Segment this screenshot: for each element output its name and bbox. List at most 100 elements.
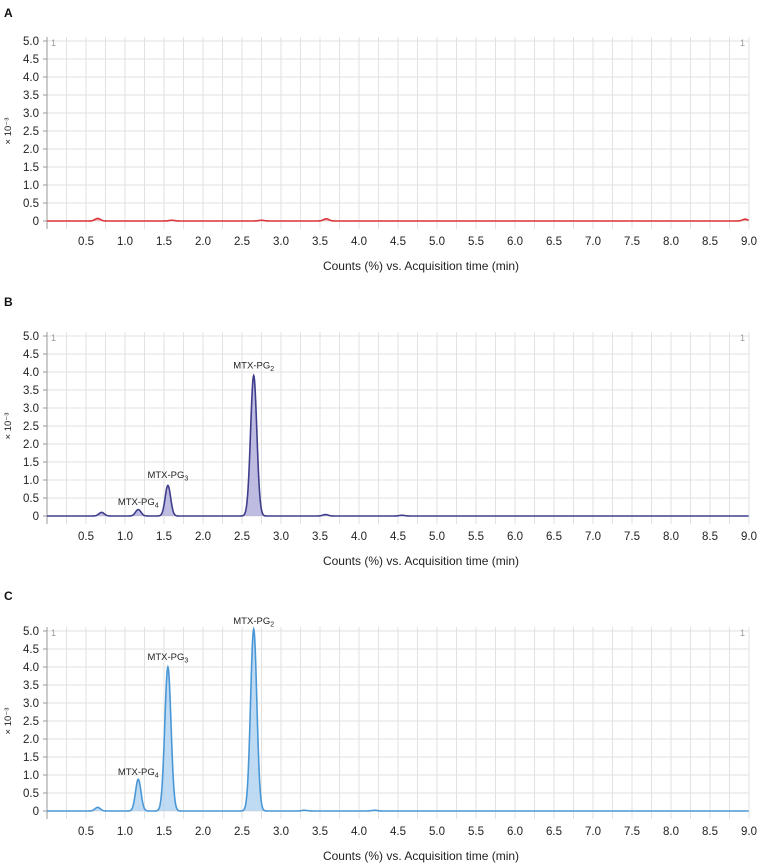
x-axis-label: Counts (%) vs. Acquisition time (min) — [323, 259, 519, 273]
y-tick-label: 2.5 — [23, 716, 39, 728]
y-tick-label: 3.0 — [23, 403, 39, 415]
y-tick-label: 1.0 — [23, 180, 39, 192]
y-axis-label: × 10⁻³ — [3, 118, 14, 145]
x-tick-label: 2.5 — [234, 531, 250, 543]
panel-a: A 0 0.5 1.0 1.5 2.0 2.5 3.0 3.5 4.0 4.5 5.0 0.5 1.0 1.… — [3, 6, 757, 273]
y-tick-label: 2.0 — [23, 734, 39, 746]
x-tick-label: 1.0 — [117, 236, 133, 248]
x-tick-label: 8.5 — [702, 826, 718, 838]
x-tick-label: 9.0 — [741, 531, 757, 543]
x-tick-label: 5.0 — [429, 531, 445, 543]
x-tick-label: 5.5 — [468, 236, 484, 248]
y-tick-label: 4.5 — [23, 644, 39, 656]
y-tick-label: 2.5 — [23, 126, 39, 138]
x-tick-label: 7.0 — [585, 826, 601, 838]
corner-marker-right: 1 — [740, 628, 745, 638]
x-tick-label: 7.0 — [585, 531, 601, 543]
x-tick-label: 4.0 — [351, 531, 367, 543]
x-tick-label: 4.5 — [390, 236, 406, 248]
trace-line — [47, 217, 749, 222]
y-tick-label: 0 — [33, 806, 39, 818]
x-tick-label: 5.5 — [468, 531, 484, 543]
corner-marker-left: 1 — [51, 38, 56, 48]
x-tick-label: 7.5 — [624, 531, 640, 543]
x-tick-label: 4.0 — [351, 826, 367, 838]
x-tick-label: 6.0 — [507, 236, 523, 248]
x-tick-label: 3.5 — [312, 236, 328, 248]
x-tick-label: 3.5 — [312, 826, 328, 838]
trace-line — [47, 373, 749, 517]
y-axis-label: × 10⁻³ — [3, 708, 14, 735]
x-tick-label: 9.0 — [741, 826, 757, 838]
grid — [46, 332, 750, 524]
peak-annotation: MTX-PG4 — [118, 767, 159, 780]
y-tick-label: 4.0 — [23, 367, 39, 379]
y-tick-label: 4.5 — [23, 54, 39, 66]
peak-point — [167, 666, 169, 668]
x-tick-label: 3.0 — [273, 531, 289, 543]
y-tick-label: 3.5 — [23, 90, 39, 102]
x-tick-label: 1.5 — [156, 236, 172, 248]
peak-point — [97, 218, 99, 220]
x-tick-label: 3.0 — [273, 826, 289, 838]
y-tick-label: 1.0 — [23, 475, 39, 487]
peak-point — [304, 809, 306, 811]
x-tick-label: 0.5 — [78, 531, 94, 543]
y-tick-label: 3.5 — [23, 385, 39, 397]
x-tick-label: 1.0 — [117, 826, 133, 838]
x-tick-label: 8.5 — [702, 531, 718, 543]
x-tick-label: 1.0 — [117, 531, 133, 543]
x-tick-label: 8.0 — [663, 531, 679, 543]
x-tick-label: 2.0 — [195, 531, 211, 543]
peak-annotation: MTX-PG2 — [233, 616, 274, 629]
peak-point — [97, 807, 99, 809]
peak-point — [171, 219, 173, 221]
y-tick-label: 3.5 — [23, 680, 39, 692]
y-tick-label: 1.5 — [23, 752, 39, 764]
x-tick-label: 6.5 — [546, 236, 562, 248]
y-tick-label: 0.5 — [23, 198, 39, 210]
y-axis-label: × 10⁻³ — [3, 413, 14, 440]
peak-point — [137, 509, 139, 511]
x-tick-label: 1.5 — [156, 826, 172, 838]
peak-point — [325, 514, 327, 516]
corner-marker-right: 1 — [740, 333, 745, 343]
y-tick-label: 5.0 — [23, 331, 39, 343]
panel-c: C 0 0.5 1.0 1.5 2.0 2.5 3.0 3.5 4.0 4.5 5.0 0.5 1.0 1.… — [3, 589, 757, 863]
x-tick-label: 3.5 — [312, 531, 328, 543]
peak-point — [167, 485, 169, 487]
y-tick-label: 1.5 — [23, 457, 39, 469]
y-tick-label: 5.0 — [23, 36, 39, 48]
x-tick-label: 9.0 — [741, 236, 757, 248]
y-tick-label: 1.5 — [23, 162, 39, 174]
x-tick-label: 7.5 — [624, 826, 640, 838]
panel-letter: B — [4, 295, 13, 309]
x-tick-label: 2.0 — [195, 826, 211, 838]
peak-annotation: MTX-PG2 — [233, 360, 274, 373]
y-tick-label: 3.0 — [23, 698, 39, 710]
y-tick-label: 0 — [33, 511, 39, 523]
peak-point — [101, 512, 103, 514]
peak-annotation: MTX-PG4 — [118, 497, 159, 510]
y-tick-label: 0 — [33, 216, 39, 228]
x-tick-label: 0.5 — [78, 236, 94, 248]
peak-point — [325, 218, 327, 220]
y-tick-label: 4.5 — [23, 349, 39, 361]
peak-point — [744, 218, 746, 220]
y-tick-label: 3.0 — [23, 108, 39, 120]
y-tick-label: 0.5 — [23, 788, 39, 800]
x-tick-label: 6.5 — [546, 531, 562, 543]
trace-line — [47, 626, 749, 812]
peak-point — [261, 219, 263, 221]
x-tick-label: 7.0 — [585, 236, 601, 248]
x-tick-label: 2.5 — [234, 826, 250, 838]
x-tick-label: 5.5 — [468, 826, 484, 838]
panel-letter: A — [4, 6, 13, 20]
x-tick-label: 0.5 — [78, 826, 94, 838]
x-tick-label: 3.0 — [273, 236, 289, 248]
x-tick-label: 6.0 — [507, 531, 523, 543]
x-tick-label: 8.5 — [702, 236, 718, 248]
x-tick-label: 4.0 — [351, 236, 367, 248]
corner-marker-left: 1 — [51, 333, 56, 343]
